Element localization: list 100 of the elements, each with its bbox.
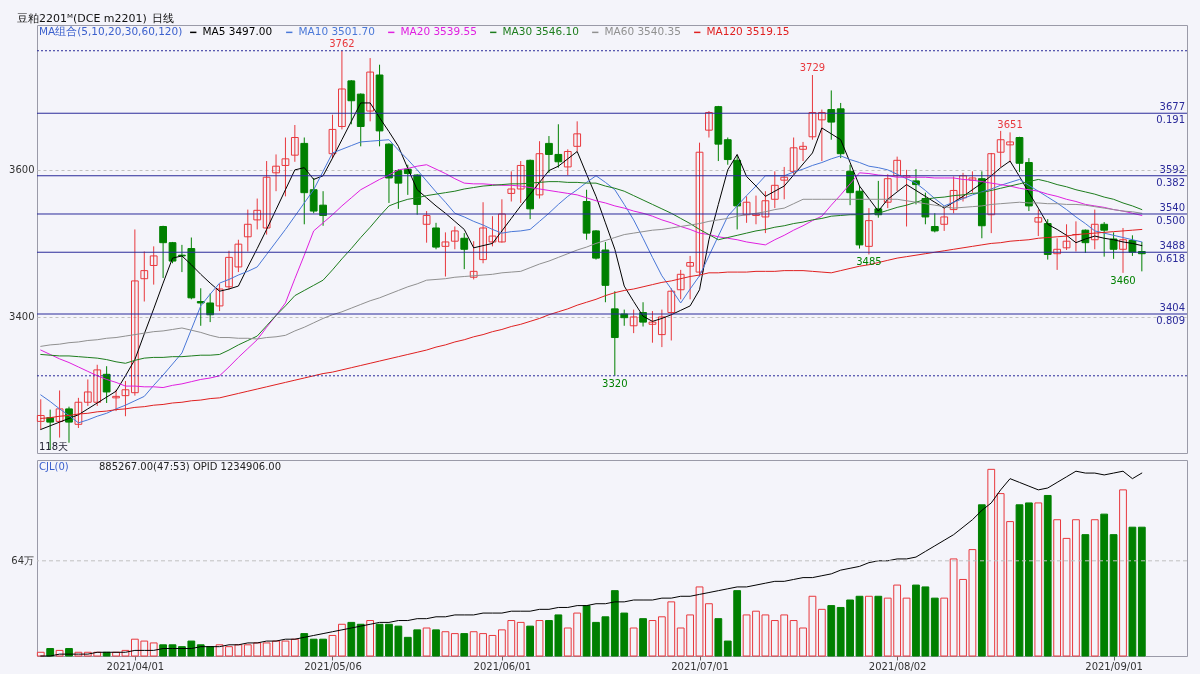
- candlestick: [667, 287, 676, 341]
- bar: [977, 504, 986, 657]
- candlestick: [535, 140, 544, 200]
- ref-line-label: 3488: [1159, 240, 1185, 252]
- bar: [526, 625, 535, 657]
- candlestick: [366, 57, 375, 122]
- ref-line-label: 3404: [1159, 302, 1185, 314]
- annotation: 3460: [1110, 274, 1136, 286]
- candlestick: [770, 170, 779, 209]
- chart-subtitle: 日线: [152, 12, 174, 25]
- candlestick: [516, 160, 525, 204]
- candlestick: [460, 232, 469, 270]
- y-tick-label: 3600: [9, 164, 35, 176]
- candlestick: [780, 166, 789, 200]
- candlestick: [450, 226, 459, 250]
- bar: [874, 595, 883, 657]
- candlestick: [1053, 237, 1062, 271]
- line-series: [40, 178, 1143, 364]
- candlestick: [281, 137, 290, 197]
- candlestick: [130, 228, 139, 397]
- candlestick: [149, 245, 158, 286]
- x-tick-label: 2021/08/02: [868, 660, 927, 672]
- bar: [1137, 526, 1146, 657]
- x-tick-label: 2021/09/01: [1085, 660, 1143, 672]
- candlestick: [253, 198, 262, 230]
- candlestick: [629, 309, 638, 334]
- ref-line-label: 3540: [1159, 202, 1185, 213]
- candlestick: [112, 389, 120, 412]
- candlestick: [290, 124, 299, 163]
- y-tick-label: 3400: [9, 311, 35, 323]
- candlestick: [1100, 221, 1109, 258]
- candlestick: [1119, 227, 1127, 274]
- candlestick: [469, 240, 478, 280]
- legend-label: MA60 3540.35: [604, 25, 681, 38]
- candlestick: [723, 137, 732, 166]
- annotation: 0.618: [1156, 253, 1185, 265]
- x-tick-label: 2021/05/06: [304, 660, 362, 672]
- candlestick: [893, 156, 902, 192]
- candlestick: [262, 160, 271, 236]
- candlestick: [563, 148, 572, 176]
- bar: [432, 629, 440, 657]
- candlestick: [507, 170, 516, 202]
- candlestick: [676, 269, 685, 300]
- chart-title: CJL(0): [39, 461, 69, 472]
- bar: [930, 597, 939, 657]
- candlestick: [1062, 223, 1071, 251]
- bar: [460, 633, 469, 657]
- candlestick: [742, 195, 751, 224]
- annotation: 0.382: [1156, 176, 1185, 188]
- ref-line-label: 3677: [1159, 101, 1185, 113]
- candlestick: [817, 109, 826, 162]
- legend-label: MA5 3497.00: [202, 25, 273, 38]
- legend-label: MA10 3501.70: [298, 25, 375, 38]
- bar: [714, 618, 723, 657]
- candlestick: [940, 207, 949, 232]
- annotation: 3320: [602, 377, 628, 389]
- annotation: 3651: [997, 119, 1023, 131]
- candlestick: [808, 74, 817, 141]
- candlestick: [121, 380, 130, 417]
- candlestick: [987, 152, 996, 234]
- bar: [827, 605, 836, 657]
- x-tick-label: 2021/06/01: [473, 660, 532, 672]
- candlestick: [328, 114, 337, 159]
- bar: [1128, 526, 1137, 657]
- candlestick: [102, 365, 111, 404]
- bar: [356, 623, 365, 657]
- legend-label: MA20 3539.55: [400, 25, 477, 38]
- bar: [1043, 494, 1052, 657]
- candlestick: [827, 89, 836, 141]
- annotation: 3729: [799, 62, 826, 74]
- annotation: 0.191: [1156, 114, 1185, 126]
- candlestick: [347, 79, 356, 125]
- candlestick: [865, 207, 873, 255]
- annotation: 885267.00(47:53) OPID 1234906.00: [99, 461, 282, 472]
- candlestick: [1034, 209, 1043, 237]
- legend-title: MA组合(5,10,20,30,60,120): [39, 25, 183, 37]
- bar: [1081, 534, 1090, 657]
- candlestick: [243, 209, 252, 252]
- candlestick: [705, 110, 713, 139]
- candlestick: [422, 210, 431, 244]
- legend-label: MA120 3519.15: [706, 25, 790, 38]
- candlestick: [55, 389, 64, 439]
- bar: [347, 621, 356, 657]
- candlestick: [272, 153, 280, 192]
- candlestick: [573, 120, 582, 152]
- ref-line-label: 64万: [11, 554, 34, 566]
- candlestick: [441, 231, 450, 278]
- ref-line-label: 3592: [1159, 163, 1185, 175]
- candlestick: [883, 173, 892, 209]
- annotation: 0.500: [1156, 215, 1185, 226]
- candlestick: [338, 50, 346, 130]
- annotation: 3485: [856, 256, 882, 268]
- candlestick: [432, 222, 440, 250]
- bar: [1100, 513, 1109, 657]
- chart-title: 豆粕2201ᴹ(DCE m2201): [17, 12, 147, 25]
- x-tick-label: 2021/04/01: [106, 660, 165, 672]
- candlestick: [1090, 209, 1099, 250]
- x-tick-label: 2021/07/01: [671, 660, 729, 672]
- candlestick: [74, 397, 83, 429]
- bar: [300, 633, 309, 657]
